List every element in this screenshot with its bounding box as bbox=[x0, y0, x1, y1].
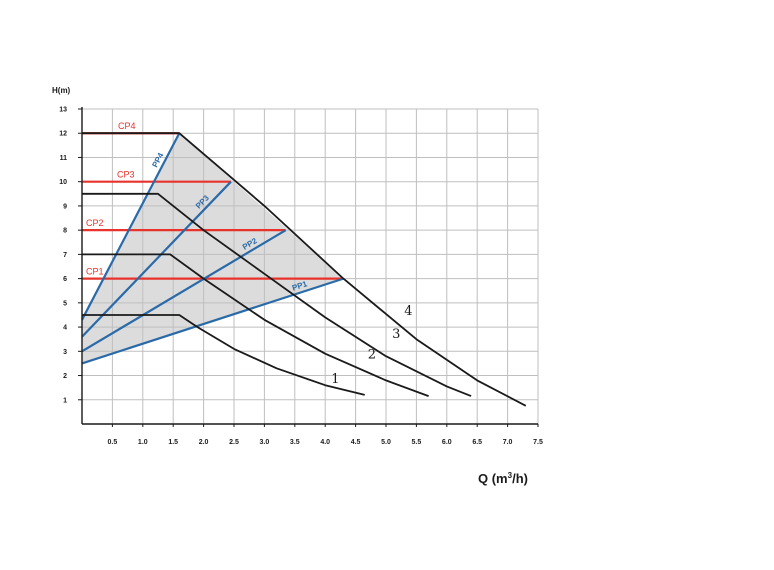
y-tick-label: 4 bbox=[63, 325, 67, 332]
y-tick-label: 5 bbox=[63, 300, 67, 307]
x-axis-title: Q (m3/h) bbox=[478, 471, 528, 486]
x-tick-label: 5.0 bbox=[381, 439, 391, 446]
axes bbox=[78, 107, 539, 427]
x-tick-label: 6.0 bbox=[442, 439, 452, 446]
y-tick-label: 12 bbox=[59, 131, 67, 138]
speed-curve-1 bbox=[82, 314, 365, 396]
cp-label: CP1 bbox=[86, 267, 104, 277]
x-tick-label: 4.5 bbox=[351, 439, 361, 446]
curve-label: 4 bbox=[404, 304, 412, 319]
x-tick-labels: 0.5 1.0 1.5 2.0 2.5 3.0 3.5 4.0 4.5 5.0 5.5 6.0 6.5 7… bbox=[108, 439, 543, 446]
x-tick-label: 7.0 bbox=[503, 439, 513, 446]
speed-curve-2 bbox=[82, 253, 429, 397]
y-axis-title: H(m) bbox=[52, 86, 71, 95]
cp-label: CP4 bbox=[118, 121, 136, 131]
y-tick-label: 8 bbox=[63, 228, 67, 235]
proportional-pressure-lines bbox=[81, 132, 344, 365]
x-tick-label: 6.5 bbox=[472, 439, 482, 446]
curve-label: 2 bbox=[368, 348, 376, 363]
y-tick-label: 10 bbox=[59, 179, 67, 186]
x-tick-label: 3.5 bbox=[290, 439, 300, 446]
x-tick-label: 1.5 bbox=[168, 439, 178, 446]
x-tick-label: 0.5 bbox=[108, 439, 118, 446]
pp-line bbox=[81, 277, 344, 365]
y-tick-label: 1 bbox=[63, 397, 67, 404]
y-tick-label: 9 bbox=[63, 203, 67, 210]
y-tick-label: 6 bbox=[63, 276, 67, 283]
pp-line bbox=[81, 229, 287, 353]
pp-line bbox=[81, 132, 181, 321]
speed-curve-4 bbox=[82, 132, 527, 407]
x-tick-label: 3.0 bbox=[260, 439, 270, 446]
x-tick-label: 7.5 bbox=[533, 439, 543, 446]
pp-line bbox=[81, 180, 232, 338]
x-tick-label: 5.5 bbox=[412, 439, 422, 446]
cp-label: CP3 bbox=[117, 170, 135, 180]
x-tick-label: 2.5 bbox=[229, 439, 239, 446]
curve-label: 3 bbox=[392, 327, 400, 342]
x-tick-label: 1.0 bbox=[138, 439, 148, 446]
y-tick-label: 2 bbox=[63, 373, 67, 380]
shaded-operating-region bbox=[82, 133, 344, 364]
y-tick-label: 7 bbox=[63, 252, 67, 259]
x-tick-label: 4.0 bbox=[320, 439, 330, 446]
speed-curves bbox=[82, 132, 527, 407]
y-tick-label: 3 bbox=[63, 349, 67, 356]
y-tick-label: 13 bbox=[59, 107, 67, 114]
cp-label: CP2 bbox=[86, 218, 104, 228]
x-tick-label: 2.0 bbox=[199, 439, 209, 446]
shaded-region bbox=[82, 133, 344, 364]
speed-curve-3 bbox=[82, 192, 472, 397]
y-tick-label: 11 bbox=[60, 155, 68, 162]
curve-label: 1 bbox=[331, 372, 339, 387]
